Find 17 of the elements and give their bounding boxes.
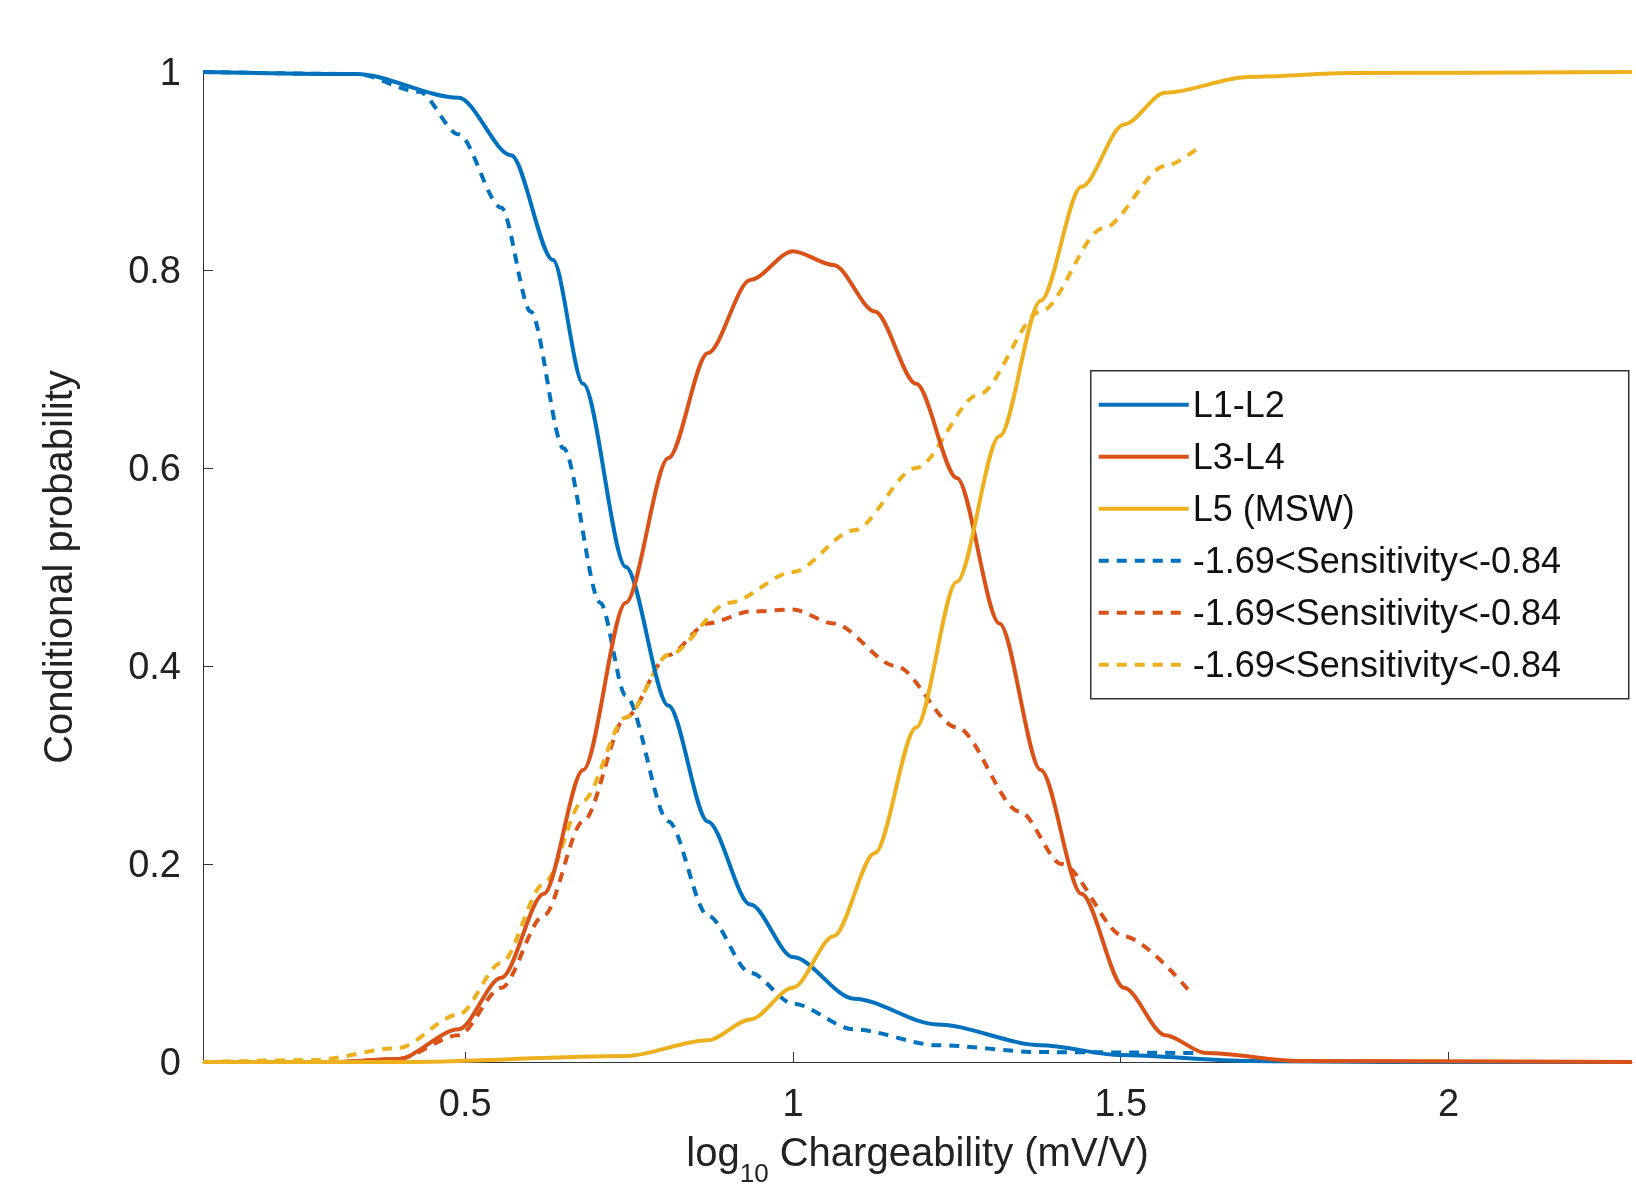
y-tick-label: 1 bbox=[159, 51, 181, 93]
y-tick-label: 0.8 bbox=[128, 249, 181, 291]
y-tick-label: 0 bbox=[159, 1041, 181, 1083]
y-tick-label: 0.6 bbox=[128, 447, 181, 489]
y-tick-label: 0.4 bbox=[128, 645, 181, 687]
y-tick-label: 0.2 bbox=[128, 843, 181, 885]
y-axis-title: Conditional probability bbox=[36, 370, 80, 764]
legend-label: -1.69<Sensitivity<-0.84 bbox=[1192, 540, 1561, 582]
legend-label: -1.69<Sensitivity<-0.84 bbox=[1192, 644, 1561, 686]
x-tick-label: 0.5 bbox=[438, 1082, 492, 1124]
legend-label: -1.69<Sensitivity<-0.84 bbox=[1192, 592, 1561, 634]
x-tick-label: 2 bbox=[1437, 1082, 1460, 1124]
x-tick-label: 1 bbox=[782, 1082, 804, 1124]
legend-label: L1-L2 bbox=[1192, 384, 1285, 426]
legend-label: L3-L4 bbox=[1192, 436, 1285, 478]
x-tick-label: 1.5 bbox=[1094, 1082, 1148, 1124]
legend-label: L5 (MSW) bbox=[1192, 488, 1355, 530]
